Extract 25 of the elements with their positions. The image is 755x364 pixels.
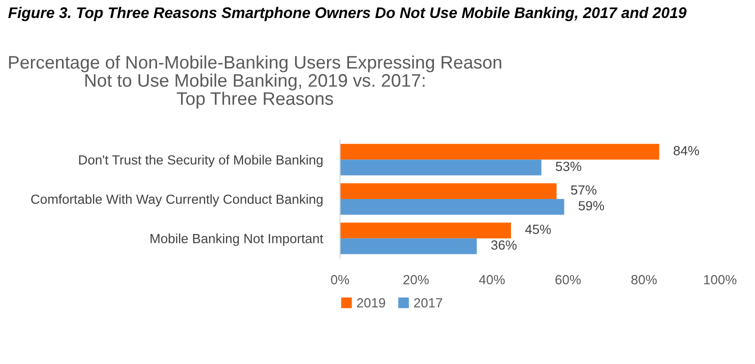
bar bbox=[340, 222, 511, 238]
x-tick-label: 20% bbox=[403, 275, 429, 284]
x-tick-label: 60% bbox=[555, 275, 581, 284]
y-tick-label: Don't Trust the Security of Mobile Banking bbox=[79, 154, 322, 168]
legend-label: 2019 bbox=[357, 298, 386, 308]
x-tick-label: 40% bbox=[479, 275, 505, 284]
chart-title: Figure 3. Top Three Reasons Smartphone Owners Do Not Use Mobile Banking, 2017 and 2019 bbox=[8, 6, 687, 22]
x-tick-label: 0% bbox=[330, 275, 350, 284]
chart-subtitle: Percentage of Non-Mobile-Banking Users Expressing Reason Not to Use Mobile Banking, 2019 vs. 2017: Top Three Reasons bbox=[9, 55, 502, 109]
y-tick-label: Comfortable With Way Currently Conduct Banking bbox=[31, 194, 322, 207]
bar bbox=[340, 183, 557, 199]
bar bbox=[340, 144, 660, 160]
x-tick-label: 80% bbox=[631, 275, 657, 284]
y-tick-label: Mobile Banking Not Important bbox=[150, 234, 324, 246]
bar bbox=[340, 238, 477, 254]
x-tick-label: 100% bbox=[704, 275, 736, 284]
data-label: 57% bbox=[571, 185, 596, 195]
data-label: 45% bbox=[525, 224, 551, 234]
bar bbox=[340, 160, 542, 176]
data-label: 59% bbox=[578, 201, 604, 210]
data-label: 53% bbox=[556, 162, 582, 172]
data-label: 84% bbox=[674, 146, 700, 156]
bar bbox=[340, 199, 564, 215]
data-label: 36% bbox=[491, 240, 517, 250]
legend-label: 2017 bbox=[414, 298, 442, 308]
